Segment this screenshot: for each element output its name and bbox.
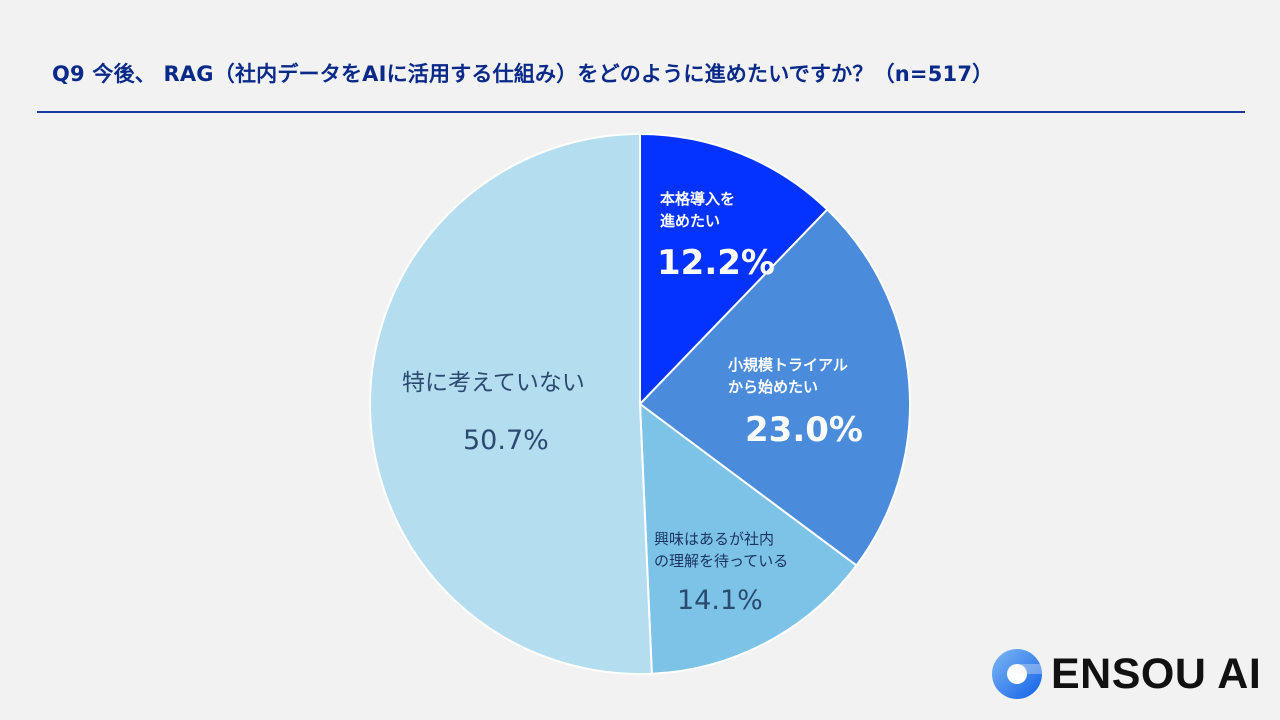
chart-title: Q9 今後、 RAG（社内データをAIに活用する仕組み）をどのように進めたいです… <box>52 62 994 86</box>
label-line: 小規模トライアル <box>728 356 848 374</box>
pie-slice-0 <box>639 132 829 407</box>
ensou-ai-logo: ENSOU AI <box>991 648 1261 700</box>
title-divider <box>37 111 1245 113</box>
slice-value-waiting: 14.1% <box>677 585 763 616</box>
label-line: から始めたい <box>728 378 819 396</box>
slice-label-full-adoption: 本格導入を 進めたい <box>660 188 735 232</box>
slice-value-full-adoption: 12.2% <box>657 243 775 283</box>
ensou-logo-icon <box>992 649 1043 699</box>
pie-slice-2 <box>638 401 858 675</box>
pie-slice-3 <box>369 132 653 675</box>
slice-value-small-trial: 23.0% <box>745 410 863 450</box>
label-line: 興味はあるが社内 <box>654 530 775 548</box>
slice-label-not-considering: 特に考えていない <box>402 370 585 396</box>
logo-text: ENSOU AI <box>1051 649 1262 698</box>
pie-slice-1 <box>638 208 911 567</box>
slice-label-waiting: 興味はあるが社内 の理解を待っている <box>654 528 788 572</box>
slice-value-not-considering: 50.7% <box>463 425 549 456</box>
label-line: 本格導入を <box>660 190 736 208</box>
label-line: の理解を待っている <box>654 552 789 570</box>
label-line: 進めたい <box>660 212 721 230</box>
slice-label-small-trial: 小規模トライアル から始めたい <box>728 354 848 398</box>
